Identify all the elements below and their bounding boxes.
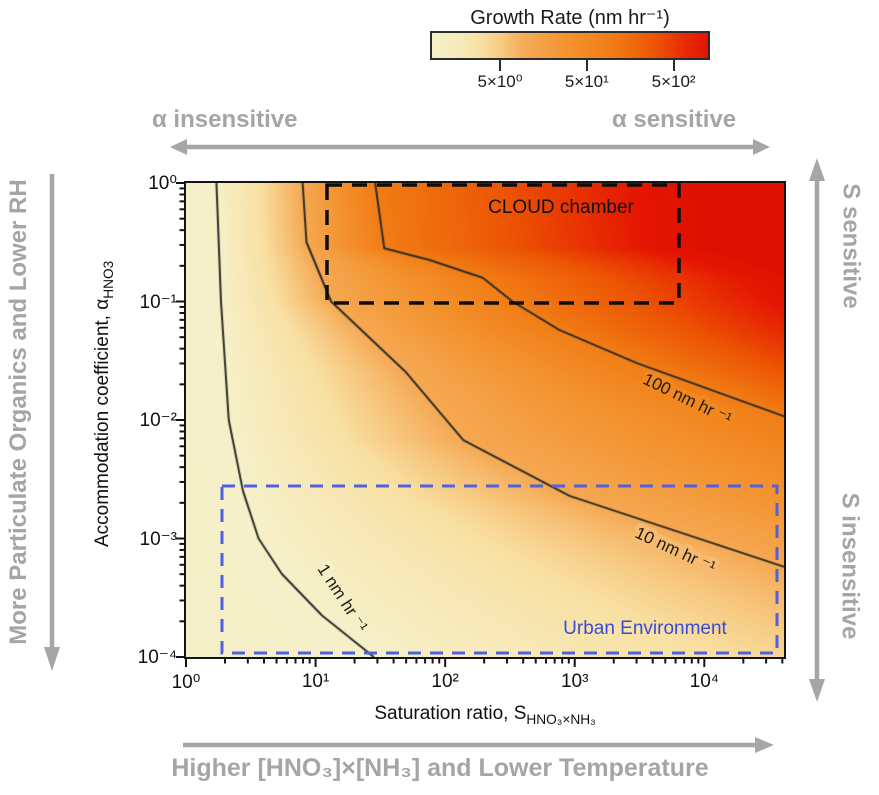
plot-area: CLOUD chamber Urban Environment 1 nm hr …: [184, 181, 786, 659]
s-sensitivity-arrow: [809, 158, 825, 702]
y-axis-title-main: Accommodation coefficient, α: [92, 298, 114, 548]
colorbar-tick-mark: [672, 60, 675, 71]
bottom-gray-label: Higher [HNO₃]×[NH₃] and Lower Temperatur…: [171, 754, 709, 782]
y-axis-title-sub: HNO3: [100, 260, 116, 299]
plot-overlay: CLOUD chamber Urban Environment 1 nm hr …: [220, 183, 779, 655]
y-tick-label: 10⁻²: [139, 410, 178, 431]
arrowhead-left-icon: [170, 139, 187, 155]
heatmap-canvas: [186, 183, 784, 657]
s-insensitive-label: S insensitive: [836, 492, 864, 640]
arrowhead-right-icon: [753, 139, 770, 155]
x-tick-label: 10⁴: [689, 671, 719, 692]
alpha-sensitivity-arrow: [170, 139, 770, 155]
axes-ticks: [176, 182, 784, 667]
colorbar-tick-label: 5×10²: [651, 72, 696, 91]
left-down-arrow: [44, 174, 60, 671]
arrowhead-down-icon: [809, 679, 825, 702]
s-sensitive-label: S sensitive: [837, 183, 865, 309]
y-axis-title: Accommodation coefficient, αHNO3: [92, 224, 116, 584]
alpha-insensitive-label: α insensitive: [152, 106, 298, 133]
colorbar-tick-label: 5×10¹: [564, 72, 609, 91]
y-tick-label: 10⁻³: [139, 528, 178, 550]
y-tick-label: 10⁰: [148, 173, 177, 194]
colorbar-tick-mark: [585, 60, 588, 71]
arrowhead-down-icon: [44, 647, 60, 671]
x-axis-title-main: Saturation ratio, S: [374, 703, 527, 724]
y-tick-label: 10⁻⁴: [137, 647, 177, 668]
cloud-chamber-label: CLOUD chamber: [488, 197, 634, 218]
colorbar-tick-mark: [499, 60, 501, 71]
colorbar-title: Growth Rate (nm hr⁻¹): [470, 7, 670, 29]
left-gray-label: More Particulate Organics and Lower RH: [5, 179, 32, 645]
x-tick-label: 10⁰: [171, 672, 201, 693]
cloud-chamber-region-box: [325, 183, 681, 305]
urban-environment-label: Urban Environment: [563, 618, 727, 639]
x-tick-label: 10²: [431, 671, 459, 692]
arrowhead-right-icon: [755, 737, 774, 753]
x-tick-label: 10¹: [301, 671, 330, 692]
x-axis-title: Saturation ratio, SHNO₃×NH₃: [185, 703, 785, 727]
y-tick-label: 10⁻¹: [139, 291, 178, 313]
alpha-sensitive-label: α sensitive: [612, 106, 737, 133]
colorbar-gradient: [430, 31, 710, 60]
x-tick-label: 10³: [560, 671, 589, 692]
bottom-right-arrow: [183, 737, 774, 753]
colorbar-tick-label: 5×10⁰: [477, 72, 523, 91]
arrowhead-up-icon: [809, 158, 825, 181]
urban-environment-region-box: [220, 484, 779, 655]
x-axis-title-sub: HNO₃×NH₃: [526, 711, 596, 727]
